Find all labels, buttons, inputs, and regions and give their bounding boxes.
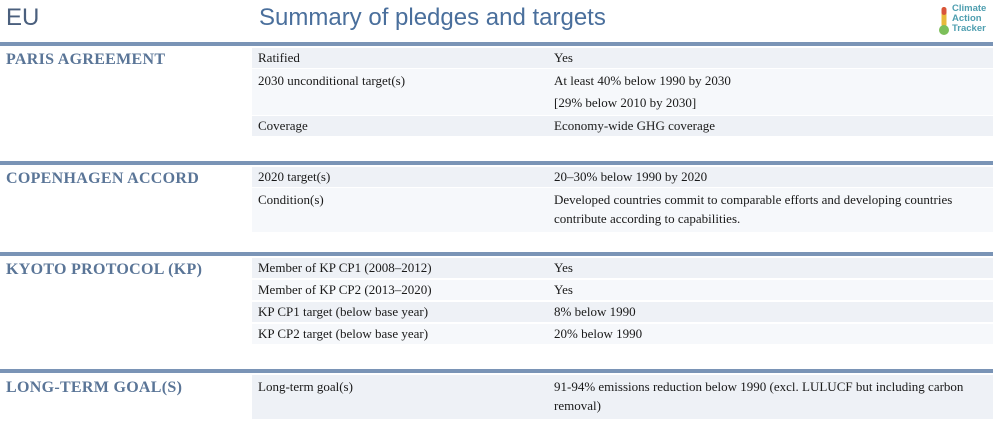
section-divider (0, 252, 993, 256)
table-row: 2030 unconditional target(s) At least 40… (252, 69, 993, 115)
row-label: KP CP1 target (below base year) (258, 304, 429, 319)
climate-action-tracker-logo: Climate Action Tracker (938, 4, 998, 38)
page-title: Summary of pledges and targets (259, 4, 606, 31)
table-row: Coverage Economy-wide GHG coverage (252, 116, 993, 136)
row-label: Ratified (258, 50, 300, 65)
logo-text: Climate Action Tracker (952, 3, 987, 34)
row-label: Condition(s) (258, 192, 324, 207)
row-value: 20% below 1990 (554, 326, 643, 341)
row-label: 2020 target(s) (258, 169, 331, 184)
table-row: Ratified Yes (252, 48, 993, 68)
section-title: COPENHAGEN ACCORD (6, 170, 200, 187)
row-label: Coverage (258, 118, 308, 133)
section-title: LONG-TERM GOAL(S) (6, 379, 183, 396)
table-row: Condition(s) Developed countries commit … (252, 188, 993, 232)
row-label: KP CP2 target (below base year) (258, 326, 429, 341)
section-title: KYOTO PROTOCOL (KP) (6, 261, 203, 278)
table-row: KP CP1 target (below base year) 8% below… (252, 302, 993, 322)
row-value: Economy-wide GHG coverage (554, 118, 715, 133)
section-divider (0, 161, 993, 165)
row-value: Yes (554, 260, 573, 275)
country-name: EU (6, 4, 40, 31)
row-label: Member of KP CP2 (2013–2020) (258, 282, 432, 297)
row-value: Developed countries commit to comparable… (554, 192, 953, 226)
row-value: 91-94% emissions reduction below 1990 (e… (554, 379, 964, 413)
row-value: 20–30% below 1990 by 2020 (554, 169, 708, 184)
table-row: Member of KP CP1 (2008–2012) Yes (252, 258, 993, 278)
section-divider (0, 369, 993, 373)
thermometer-icon (939, 7, 949, 35)
row-label: 2030 unconditional target(s) (258, 73, 406, 88)
page-header: EU Summary of pledges and targets Climat… (0, 0, 1000, 40)
row-value-secondary: [29% below 2010 by 2030] (554, 95, 697, 110)
row-value: Yes (554, 50, 573, 65)
table-row: KP CP2 target (below base year) 20% belo… (252, 324, 993, 344)
section-title: PARIS AGREEMENT (6, 51, 166, 68)
row-label: Member of KP CP1 (2008–2012) (258, 260, 432, 275)
row-value: At least 40% below 1990 by 2030 (554, 73, 731, 88)
section-divider (0, 42, 993, 46)
row-value: 8% below 1990 (554, 304, 636, 319)
table-row: Member of KP CP2 (2013–2020) Yes (252, 280, 993, 300)
table-row: Long-term goal(s) 91-94% emissions reduc… (252, 375, 993, 419)
table-row: 2020 target(s) 20–30% below 1990 by 2020 (252, 167, 993, 187)
row-label: Long-term goal(s) (258, 379, 353, 394)
row-value: Yes (554, 282, 573, 297)
